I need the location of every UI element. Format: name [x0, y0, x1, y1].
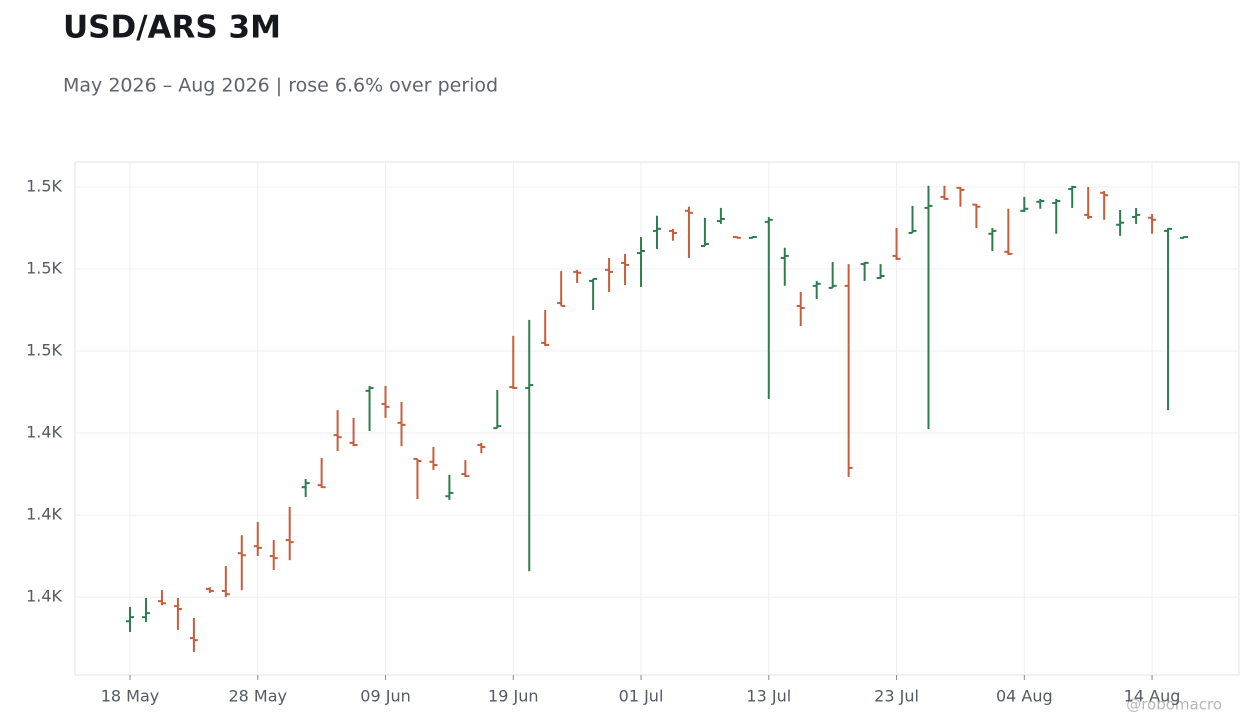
chart-title: USD/ARS 3M: [63, 10, 281, 46]
y-tick-label: 1.5K: [26, 341, 62, 360]
y-tick-label: 1.4K: [26, 505, 62, 524]
chart-subtitle: May 2026 – Aug 2026 | rose 6.6% over per…: [63, 75, 498, 97]
plot-frame: [74, 161, 1240, 676]
x-tick-label: 04 Aug: [996, 687, 1053, 706]
y-tick-label: 1.5K: [26, 259, 62, 278]
y-tick-label: 1.4K: [26, 587, 62, 606]
x-tick-label: 01 Jul: [619, 687, 664, 706]
y-tick-label: 1.5K: [26, 177, 62, 196]
x-tick-label: 18 May: [101, 687, 160, 706]
x-tick-label: 23 Jul: [874, 687, 919, 706]
y-tick-label: 1.4K: [26, 423, 62, 442]
x-tick-label: 14 Aug: [1124, 687, 1181, 706]
x-tick-label: 09 Jun: [360, 687, 410, 706]
watermark: @robomacro: [1126, 696, 1222, 714]
x-tick-label: 28 May: [228, 687, 287, 706]
x-tick-label: 13 Jul: [746, 687, 791, 706]
x-tick-label: 19 Jun: [488, 687, 538, 706]
